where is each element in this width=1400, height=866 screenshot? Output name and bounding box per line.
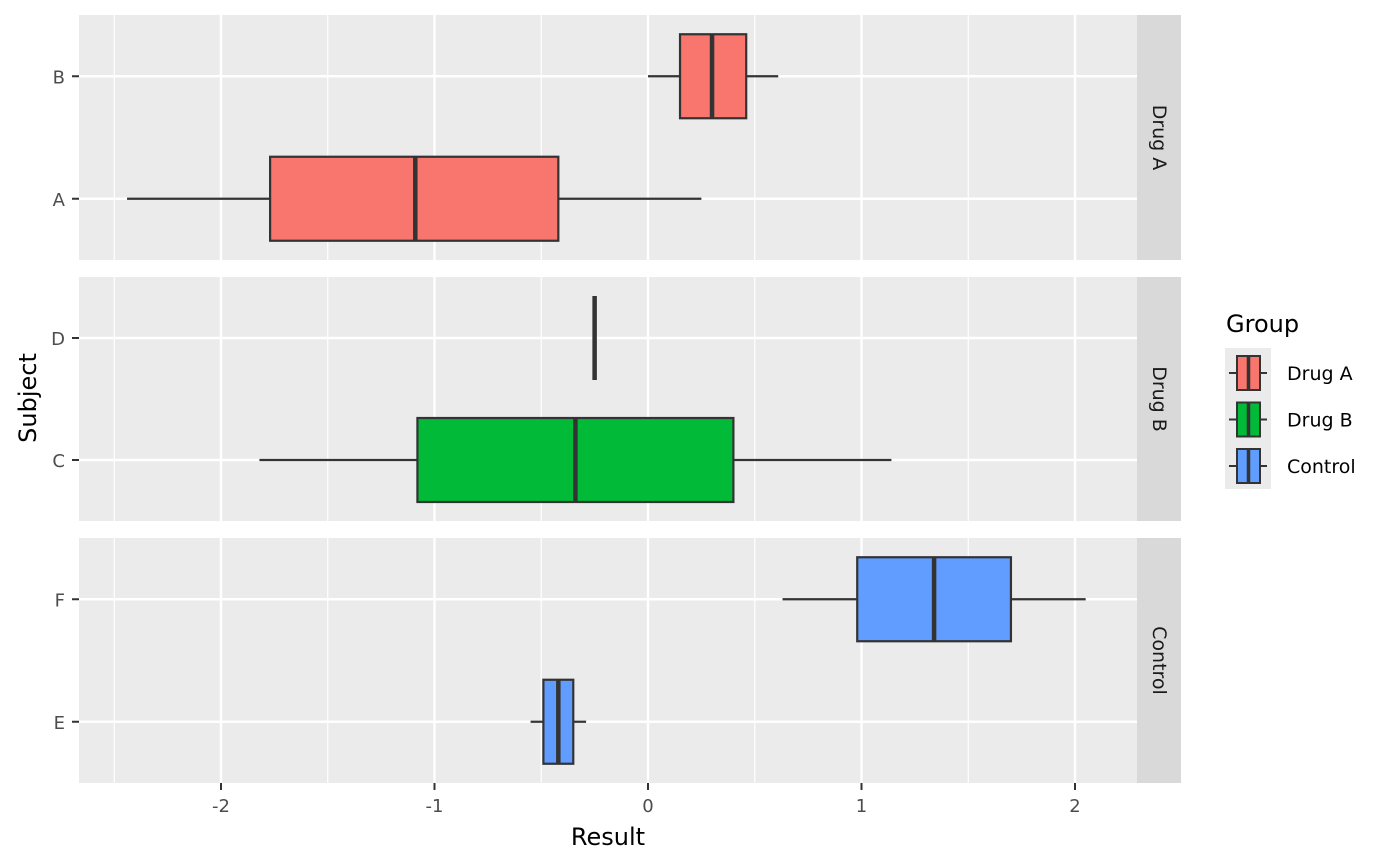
y-tick-label: D [51, 329, 65, 350]
facet-strip [1137, 15, 1181, 260]
legend-label: Drug A [1287, 363, 1353, 385]
legend-label: Control [1287, 456, 1356, 478]
y-tick-label: F [55, 590, 65, 611]
y-axis-title: Subject [14, 353, 42, 443]
facet-strip-label: Control [1148, 626, 1170, 695]
facet-strip-label: Drug B [1148, 366, 1170, 432]
box-F [782, 556, 1086, 643]
facet-panels: B A Drug A D C Drug B F E Control [51, 15, 1181, 783]
facet-panel-2: F E Control [54, 538, 1181, 783]
panel-background [79, 15, 1137, 260]
facet-strip-label: Drug A [1148, 105, 1170, 171]
y-tick-label: A [53, 190, 66, 211]
legend-key-2: Control [1229, 448, 1356, 484]
legend-title: Group [1226, 310, 1299, 338]
facet-panel-0: B A Drug A [53, 15, 1181, 260]
legend-key-1: Drug B [1229, 401, 1353, 438]
legend: Group Drug A Drug B Control [1225, 310, 1356, 489]
x-tick-label: 1 [856, 796, 867, 817]
y-tick-label: B [53, 67, 65, 88]
x-tick-label: 0 [642, 796, 653, 817]
box-A [127, 155, 702, 242]
facet-panel-1: D C Drug B [51, 277, 1181, 521]
y-tick-label: C [52, 451, 65, 472]
facet-strip [1137, 277, 1181, 521]
x-tick-label: -2 [212, 796, 230, 817]
x-tick-label: 2 [1069, 796, 1080, 817]
y-tick-label: E [54, 713, 65, 734]
legend-key-0: Drug A [1229, 355, 1353, 391]
legend-label: Drug B [1287, 410, 1353, 432]
x-tick-label: -1 [426, 796, 444, 817]
box-E [530, 678, 587, 765]
box-B [648, 33, 779, 120]
box-C [259, 416, 892, 504]
x-axis-title: Result [571, 823, 645, 851]
x-axis: -2 -1 0 1 2 [212, 783, 1081, 817]
facet-strip [1137, 538, 1181, 783]
